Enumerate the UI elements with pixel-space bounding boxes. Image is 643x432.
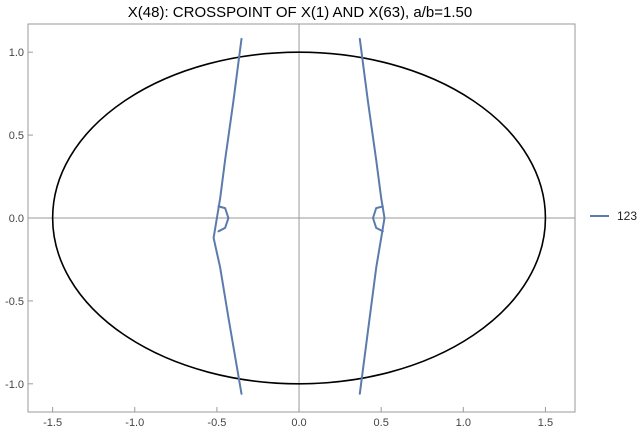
series-curve: [372, 205, 384, 233]
y-tick-label: 0.5: [9, 130, 24, 142]
series-curve: [212, 37, 243, 395]
x-tick-label: -1.5: [43, 417, 62, 429]
x-tick-label: -1.0: [125, 417, 144, 429]
ticks: -1.5 -1.0 -0.5 0.0 0.5 1.0 1.5 -1.0 -0.5 0.0 0.5 1.…: [5, 47, 553, 429]
x-tick-label: 1.5: [538, 417, 553, 429]
series-curve: [358, 37, 386, 395]
y-tick-label: 1.0: [9, 47, 24, 59]
reference-ellipse: [51, 51, 547, 385]
y-tick-label: 0.0: [9, 213, 24, 225]
legend: 123: [590, 209, 637, 223]
series-curve: [217, 205, 230, 233]
x-tick-label: 0.5: [374, 417, 389, 429]
axes: [28, 24, 575, 412]
x-tick-label: 1.0: [456, 417, 471, 429]
series-layer: [212, 37, 386, 395]
chart-title: X(48): CROSSPOINT OF X(1) AND X(63), a/b…: [128, 4, 472, 21]
ellipse-layer: [51, 51, 547, 385]
x-tick-label: -0.5: [207, 417, 226, 429]
x-tick-label: 0.0: [291, 417, 306, 429]
y-tick-label: -1.0: [5, 379, 24, 391]
y-tick-label: -0.5: [5, 296, 24, 308]
legend-label: 123: [617, 209, 637, 223]
